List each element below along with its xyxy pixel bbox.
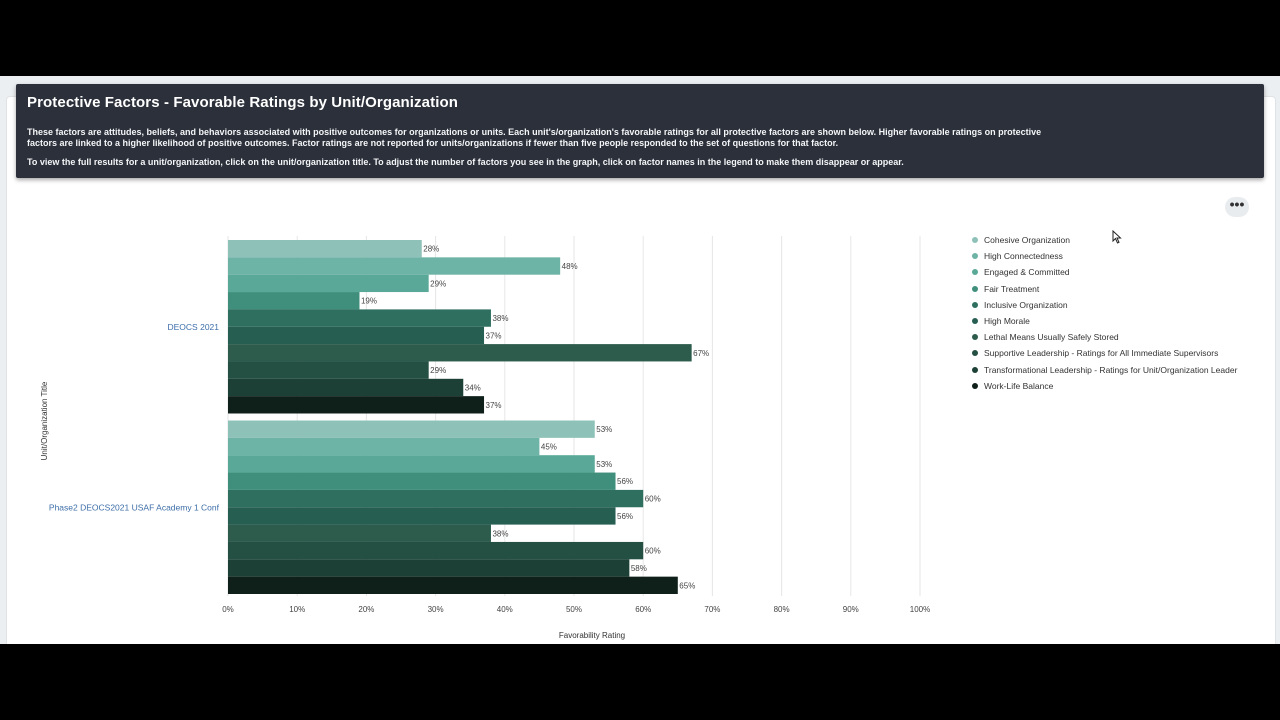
chart-data-labels: 28% 48% 29% 19% 38% 37% 67% 29% 34% 37% 53% 45% 53% 5… bbox=[361, 245, 709, 591]
chart-gridlines bbox=[227, 236, 921, 596]
bar[interactable] bbox=[228, 489, 644, 508]
unit-title-link[interactable]: Phase2 DEOCS2021 USAF Academy 1 Conf bbox=[49, 502, 220, 512]
bar[interactable] bbox=[228, 378, 464, 397]
bar[interactable] bbox=[228, 472, 616, 490]
legend-item[interactable]: Engaged & Committed bbox=[972, 264, 1272, 280]
chart-legend: Cohesive Organization High Connectedness E… bbox=[972, 232, 1272, 394]
bar-data-label: 19% bbox=[361, 297, 377, 306]
legend-dot-icon bbox=[972, 301, 978, 308]
bar-data-label: 38% bbox=[492, 314, 508, 323]
bar-data-label: 34% bbox=[465, 383, 481, 392]
x-tick-label: 70% bbox=[704, 605, 720, 614]
x-tick-label: 0% bbox=[222, 605, 234, 614]
x-tick-label: 20% bbox=[358, 605, 374, 614]
bar-data-label: 53% bbox=[596, 425, 612, 434]
legend-dot-icon bbox=[972, 318, 978, 325]
legend-label: High Morale bbox=[984, 316, 1030, 327]
x-tick-label: 80% bbox=[774, 605, 790, 614]
x-tick-label: 10% bbox=[289, 605, 305, 614]
legend-dot-icon bbox=[972, 269, 978, 276]
header-banner: Protective Factors - Favorable Ratings b… bbox=[16, 84, 1264, 178]
bar-data-label: 29% bbox=[430, 279, 446, 288]
bar[interactable] bbox=[228, 437, 540, 456]
chart-x-ticks: 0% 10% 20% 30% 40% 50% 60% 70% 80% 90% 100% bbox=[222, 605, 930, 614]
bar-data-label: 60% bbox=[645, 495, 661, 504]
bar[interactable] bbox=[228, 455, 595, 473]
legend-dot-icon bbox=[972, 382, 978, 389]
legend-label: High Connectedness bbox=[984, 251, 1063, 262]
bar-data-label: 58% bbox=[631, 564, 647, 573]
bar-data-label: 38% bbox=[492, 529, 508, 538]
legend-dot-icon bbox=[972, 285, 978, 292]
legend-item[interactable]: Transformational Leadership - Ratings fo… bbox=[972, 362, 1272, 378]
chart-y-categories: DEOCS 2021 Phase2 DEOCS2021 USAF Academy … bbox=[49, 322, 220, 513]
bar[interactable] bbox=[228, 257, 561, 275]
bar[interactable] bbox=[228, 309, 491, 327]
x-tick-label: 50% bbox=[566, 605, 582, 614]
x-axis-title: Favorability Rating bbox=[559, 631, 625, 640]
bar-data-label: 48% bbox=[562, 262, 578, 271]
x-tick-label: 60% bbox=[635, 605, 651, 614]
more-options-button[interactable]: ••• bbox=[1225, 197, 1249, 217]
legend-item[interactable]: High Connectedness bbox=[972, 248, 1272, 264]
legend-label: Transformational Leadership - Ratings fo… bbox=[984, 364, 1238, 375]
x-tick-label: 30% bbox=[428, 605, 444, 614]
legend-item[interactable]: Lethal Means Usually Safely Stored bbox=[972, 329, 1272, 345]
bar-data-label: 56% bbox=[617, 512, 633, 521]
bar[interactable] bbox=[228, 344, 692, 362]
legend-label: Lethal Means Usually Safely Stored bbox=[984, 332, 1119, 343]
bar[interactable] bbox=[228, 420, 595, 438]
mouse-cursor-icon bbox=[1112, 230, 1122, 244]
bar-data-label: 60% bbox=[645, 547, 661, 556]
bar-data-label: 65% bbox=[679, 581, 695, 590]
bar[interactable] bbox=[228, 274, 429, 293]
bar[interactable] bbox=[228, 240, 422, 258]
bar[interactable] bbox=[228, 361, 429, 379]
legend-dot-icon bbox=[972, 334, 978, 341]
legend-label: Engaged & Committed bbox=[984, 267, 1070, 278]
bar-data-label: 29% bbox=[430, 366, 446, 375]
legend-label: Inclusive Organization bbox=[984, 299, 1068, 310]
bar[interactable] bbox=[228, 541, 644, 560]
bar-data-label: 67% bbox=[693, 349, 709, 358]
bar[interactable] bbox=[228, 559, 630, 577]
legend-dot-icon bbox=[972, 237, 978, 244]
legend-label: Cohesive Organization bbox=[984, 235, 1070, 246]
legend-dot-icon bbox=[972, 366, 978, 373]
legend-item[interactable]: Cohesive Organization bbox=[972, 232, 1272, 248]
bar[interactable] bbox=[228, 576, 678, 594]
bar[interactable] bbox=[228, 396, 485, 414]
bar-data-label: 45% bbox=[541, 443, 557, 452]
bar-data-label: 53% bbox=[596, 460, 612, 469]
legend-item[interactable]: Supportive Leadership - Ratings for All … bbox=[972, 345, 1272, 361]
legend-item[interactable]: Work-Life Balance bbox=[972, 378, 1272, 394]
legend-label: Supportive Leadership - Ratings for All … bbox=[984, 348, 1219, 359]
bar[interactable] bbox=[228, 292, 360, 310]
banner-instructions: To view the full results for a unit/orga… bbox=[27, 157, 904, 167]
bar-data-label: 37% bbox=[486, 331, 502, 340]
bar[interactable] bbox=[228, 524, 491, 542]
legend-item[interactable]: Fair Treatment bbox=[972, 281, 1272, 297]
legend-dot-icon bbox=[972, 253, 978, 260]
chart-bars bbox=[228, 240, 692, 594]
legend-item[interactable]: Inclusive Organization bbox=[972, 297, 1272, 313]
bar-data-label: 56% bbox=[617, 477, 633, 486]
bar[interactable] bbox=[228, 326, 485, 345]
x-tick-label: 90% bbox=[843, 605, 859, 614]
banner-description: These factors are attitudes, beliefs, an… bbox=[27, 127, 1042, 148]
legend-label: Fair Treatment bbox=[984, 283, 1040, 294]
legend-item[interactable]: High Morale bbox=[972, 313, 1272, 329]
x-tick-label: 100% bbox=[910, 605, 930, 614]
x-tick-label: 40% bbox=[497, 605, 513, 614]
bar-data-label: 37% bbox=[486, 401, 502, 410]
banner-title: Protective Factors - Favorable Ratings b… bbox=[27, 94, 458, 111]
unit-title-link[interactable]: DEOCS 2021 bbox=[168, 322, 220, 332]
bar-data-label: 28% bbox=[423, 245, 439, 254]
legend-dot-icon bbox=[972, 350, 978, 357]
y-axis-title: Unit/Organization Title bbox=[40, 381, 49, 460]
legend-label: Work-Life Balance bbox=[984, 380, 1054, 391]
bar[interactable] bbox=[228, 507, 616, 525]
